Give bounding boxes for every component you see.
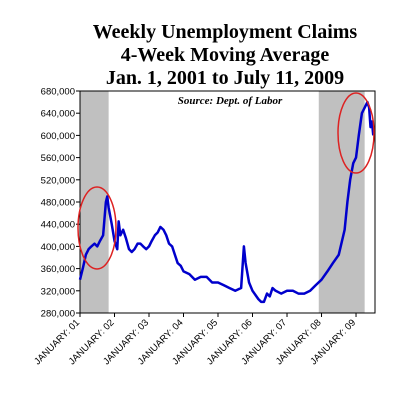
y-tick-label: 280,000 [41,309,75,320]
y-tick-label: 440,000 [41,220,75,231]
data-line [78,100,375,304]
y-tick-label: 360,000 [41,264,75,275]
y-tick-label: 560,000 [41,153,75,164]
chart-title: Weekly Unemployment Claims [93,21,358,43]
chart-date-range: Jan. 1, 2001 to July 11, 2009 [106,67,344,89]
y-tick-label: 320,000 [41,286,75,297]
plot-area: 280,000 320,000 360,000 400,000 440,000 480,0… [32,87,376,367]
y-tick-label: 520,000 [41,175,75,186]
shaded-region [80,91,109,313]
y-tick-label: 600,000 [41,131,75,142]
y-tick-label: 400,000 [41,242,75,253]
highlight-ellipse [77,186,117,270]
y-tick-label: 640,000 [41,109,75,120]
shaded-region [318,91,365,313]
y-tick-label: 680,000 [41,87,75,98]
highlight-ellipse [337,92,375,174]
source-note: Source: Dept. of Labor [178,95,283,107]
chart-subtitle: 4-Week Moving Average [121,44,330,66]
y-tick-label: 480,000 [41,198,75,209]
